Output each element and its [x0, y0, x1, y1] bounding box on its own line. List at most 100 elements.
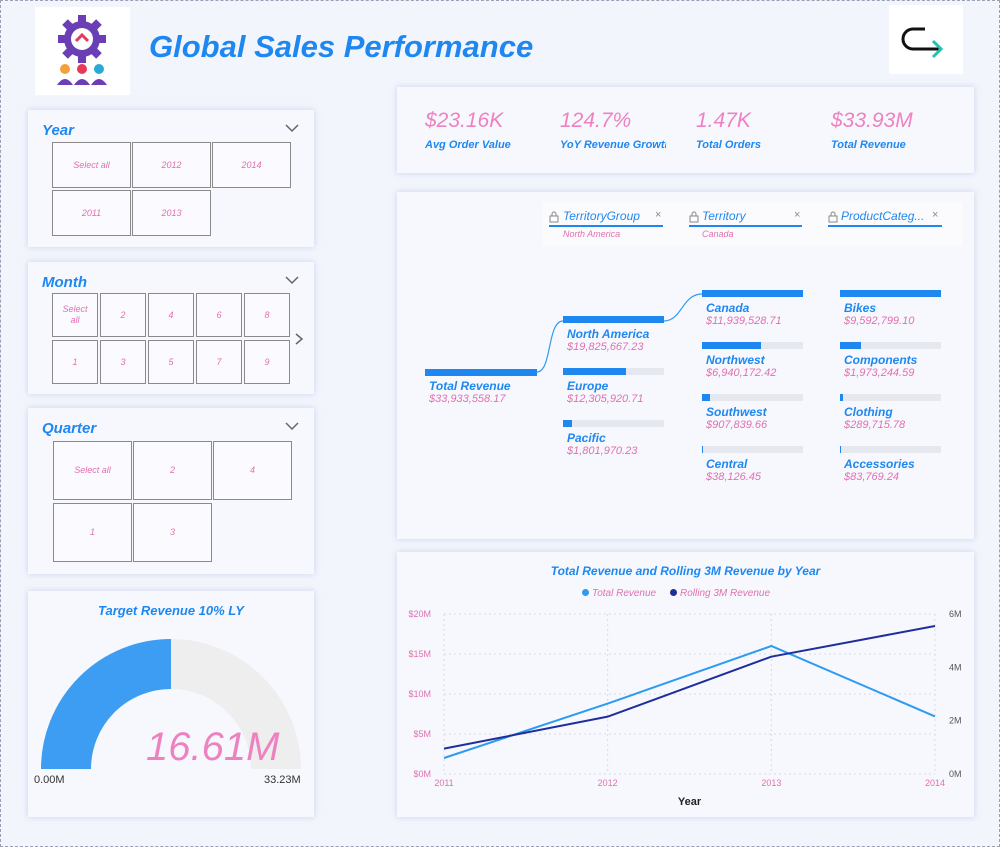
kpi-yoy-growth: 124.7%: [560, 109, 632, 132]
chart-title: Total Revenue and Rolling 3M Revenue by …: [550, 564, 821, 578]
slicer-tile[interactable]: Select all: [52, 142, 131, 188]
back-arrow-icon: [901, 27, 944, 59]
y-right-tick-label: 6M: [949, 609, 962, 619]
node-bar: [563, 420, 664, 427]
node-bar: [702, 446, 803, 453]
slicer-tile[interactable]: 7: [196, 340, 242, 384]
node-territory-value: $38,126.45: [706, 471, 762, 483]
node-category-label[interactable]: Clothing: [844, 405, 893, 419]
slicer-tile[interactable]: 1: [52, 340, 98, 384]
kpi-total-revenue: $33.93M: [831, 109, 913, 132]
slicer-tile[interactable]: 8: [244, 293, 290, 337]
node-category-value: $83,769.24: [844, 471, 900, 483]
close-icon[interactable]: ×: [794, 209, 801, 221]
quarter-slicer: Quarter Select all 2 4 1 3: [28, 408, 314, 574]
slicer-tile[interactable]: 5: [148, 340, 194, 384]
slicer-tile[interactable]: 6: [196, 293, 242, 337]
slicer-tile[interactable]: 2: [133, 441, 212, 500]
kpi-label: YoY Revenue Growth: [560, 139, 666, 151]
node-territory-label[interactable]: Canada: [706, 301, 750, 315]
gauge-min-label: 0.00M: [34, 774, 65, 786]
kpi-label: Total Orders: [696, 139, 761, 151]
lock-icon: [828, 211, 838, 223]
node-bar: [702, 290, 803, 297]
gauge-value: 16.61M: [146, 725, 280, 769]
node-category-label[interactable]: Components: [844, 353, 918, 367]
node-group-label[interactable]: Europe: [567, 379, 609, 393]
decomp-header-territorygroup[interactable]: TerritoryGroup: [563, 209, 640, 223]
node-bar: [702, 394, 803, 401]
slicer-title-quarter: Quarter: [42, 420, 97, 437]
series-line-rolling-3m-revenue: [443, 625, 936, 750]
node-territory-label[interactable]: Central: [706, 457, 748, 471]
lock-icon: [549, 211, 559, 223]
node-root-label[interactable]: Total Revenue: [429, 379, 511, 393]
slicer-tile[interactable]: 9: [244, 340, 290, 384]
kpi-label: Total Revenue: [831, 139, 906, 151]
node-group-value: $1,801,970.23: [567, 445, 638, 457]
node-territory-label[interactable]: Southwest: [706, 405, 767, 419]
x-tick-label: 2012: [598, 778, 618, 788]
decomp-header-productcategory[interactable]: ProductCateg...: [841, 209, 925, 223]
chevron-down-icon[interactable]: [284, 420, 300, 432]
series-line-total-revenue: [443, 644, 936, 759]
slicer-tile[interactable]: 2014: [212, 142, 291, 188]
chevron-down-icon[interactable]: [284, 122, 300, 134]
kpi-avg-order-value: $23.16K: [425, 109, 504, 132]
node-territory-label[interactable]: Northwest: [706, 353, 765, 367]
node-group-label[interactable]: Pacific: [567, 431, 606, 445]
slicer-title-year: Year: [42, 122, 74, 139]
node-group-label[interactable]: North America: [567, 327, 650, 341]
node-bar: [840, 394, 941, 401]
node-bar: [563, 368, 664, 375]
gauge-arc: [41, 639, 301, 770]
slicer-tile[interactable]: 2012: [132, 142, 211, 188]
year-slicer: Year Select all 2012 2014 2011 2013: [28, 110, 314, 247]
node-category-label[interactable]: Accessories: [844, 457, 915, 471]
kpi-total-orders: 1.47K: [696, 109, 751, 132]
x-tick-label: 2011: [434, 778, 453, 788]
header-underline: [689, 225, 802, 227]
month-slicer: Month Select all 2 4 6 8 1 3 5 7 9: [28, 262, 314, 394]
slicer-tile[interactable]: 1: [53, 503, 132, 562]
node-category-label[interactable]: Bikes: [844, 301, 877, 315]
line-plot: $0M $5M $10M $15M $20M 0M 2M 4M 6M 2011 2012 2013 20…: [408, 609, 962, 808]
node-bar: [425, 369, 537, 376]
slicer-tile[interactable]: 4: [213, 441, 292, 500]
chevron-right-icon[interactable]: [294, 332, 304, 346]
close-icon[interactable]: ×: [932, 209, 939, 221]
decomposition-tree: TerritoryGroup × North America Territory…: [397, 192, 974, 539]
slicer-tile[interactable]: 2013: [132, 190, 211, 236]
company-logo: [35, 7, 130, 95]
x-tick-label: 2013: [761, 778, 781, 788]
slicer-tile[interactable]: Select all: [52, 293, 98, 337]
node-group-value: $12,305,920.71: [567, 393, 644, 405]
node-category-value: $289,715.78: [844, 419, 906, 431]
legend-item-rolling-3m[interactable]: Rolling 3M Revenue: [670, 588, 770, 599]
decomp-selected-territorygroup: North America: [563, 229, 621, 239]
back-button[interactable]: [889, 5, 963, 74]
gauge-title: Target Revenue 10% LY: [98, 603, 244, 618]
decomp-header-strip: [543, 202, 963, 246]
header-underline: [828, 225, 942, 227]
slicer-tile[interactable]: 2: [100, 293, 146, 337]
y-left-tick-label: $20M: [408, 609, 431, 619]
y-left-tick-label: $15M: [408, 649, 431, 659]
y-right-tick-label: 4M: [949, 662, 962, 672]
slicer-tile[interactable]: 4: [148, 293, 194, 337]
lock-icon: [689, 211, 699, 223]
slicer-tile[interactable]: 3: [100, 340, 146, 384]
node-root-value: $33,933,558.17: [429, 393, 506, 405]
node-territory-value: $907,839.66: [706, 419, 768, 431]
y-left-tick-label: $5M: [413, 729, 431, 739]
kpi-card: $23.16K Avg Order Value 124.7% YoY Reven…: [397, 87, 974, 173]
slicer-tile[interactable]: 3: [133, 503, 212, 562]
decomp-header-territory[interactable]: Territory: [702, 209, 746, 223]
chevron-down-icon[interactable]: [284, 274, 300, 286]
node-territory-value: $6,940,172.42: [706, 367, 777, 379]
legend-item-total-revenue[interactable]: Total Revenue: [582, 588, 656, 599]
slicer-tile[interactable]: Select all: [53, 441, 132, 500]
page-title: Global Sales Performance: [149, 29, 534, 64]
close-icon[interactable]: ×: [655, 209, 662, 221]
slicer-tile[interactable]: 2011: [52, 190, 131, 236]
